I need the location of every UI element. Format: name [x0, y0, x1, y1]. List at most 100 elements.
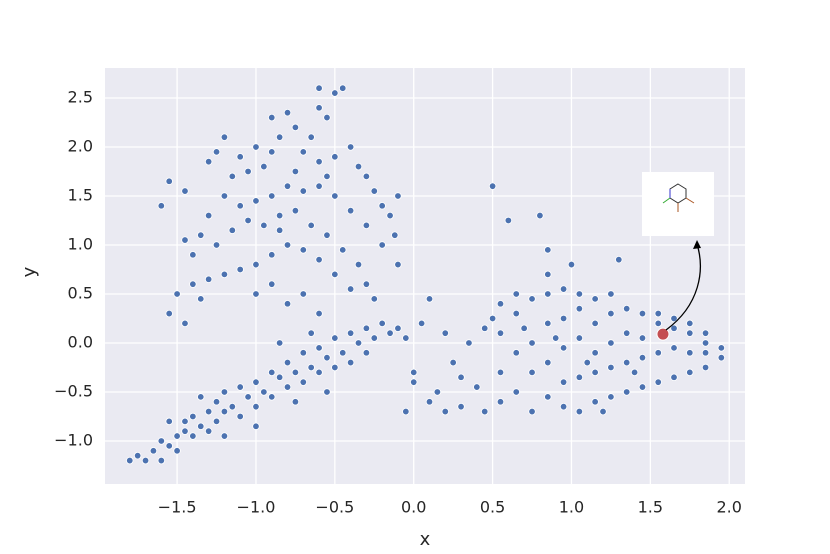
- point: [654, 378, 662, 386]
- point: [496, 300, 505, 308]
- point: [528, 368, 536, 377]
- point: [268, 148, 276, 156]
- point: [283, 358, 292, 367]
- point: [638, 383, 647, 391]
- point: [331, 363, 339, 372]
- point: [204, 157, 213, 166]
- point: [212, 241, 221, 249]
- point: [165, 442, 173, 450]
- point: [496, 398, 505, 406]
- point: [686, 319, 694, 328]
- point: [670, 373, 678, 381]
- point: [686, 368, 694, 377]
- point: [204, 211, 213, 220]
- point: [133, 451, 142, 460]
- annotation: [642, 172, 714, 331]
- point: [268, 113, 276, 122]
- point: [449, 358, 457, 367]
- point: [228, 226, 237, 234]
- point: [291, 167, 300, 176]
- point: [346, 285, 355, 293]
- point: [260, 221, 268, 230]
- point: [291, 398, 300, 406]
- point: [204, 407, 213, 416]
- point: [481, 407, 489, 416]
- point: [299, 349, 307, 357]
- point: [670, 324, 678, 332]
- point: [323, 388, 331, 396]
- point: [607, 363, 615, 372]
- point: [181, 417, 189, 426]
- point: [315, 104, 323, 112]
- point: [362, 221, 371, 230]
- point: [197, 295, 205, 303]
- point: [173, 447, 181, 455]
- point: [559, 344, 568, 352]
- point: [315, 309, 323, 318]
- point: [268, 192, 276, 200]
- point: [331, 270, 339, 279]
- point: [346, 358, 355, 367]
- point: [410, 378, 418, 386]
- point: [559, 402, 568, 411]
- point: [575, 373, 584, 381]
- point: [607, 393, 615, 401]
- point: [315, 344, 323, 352]
- point: [149, 447, 158, 455]
- point: [252, 378, 260, 386]
- point: [315, 182, 323, 190]
- plot-area: [105, 68, 745, 484]
- x-tick-label: 0.0: [401, 498, 426, 517]
- x-tick-label: 1.0: [559, 498, 584, 517]
- point: [378, 241, 386, 249]
- point: [575, 407, 584, 416]
- point: [331, 89, 339, 97]
- point: [591, 398, 599, 406]
- point: [291, 123, 300, 132]
- point: [410, 368, 418, 377]
- point: [654, 349, 662, 357]
- point: [686, 349, 694, 357]
- point: [622, 304, 631, 313]
- point: [331, 153, 339, 161]
- point: [638, 353, 647, 362]
- point: [236, 383, 244, 391]
- point: [189, 432, 197, 440]
- point: [591, 295, 599, 303]
- point: [488, 182, 497, 190]
- point: [307, 133, 315, 141]
- point: [504, 216, 513, 225]
- point: [157, 456, 166, 465]
- point: [354, 260, 363, 269]
- point: [654, 309, 662, 318]
- point: [386, 211, 394, 220]
- point: [362, 280, 371, 288]
- point: [212, 398, 221, 406]
- point: [391, 231, 399, 239]
- point: [268, 280, 276, 288]
- point: [528, 407, 536, 416]
- point: [575, 290, 584, 298]
- point: [291, 368, 300, 377]
- point: [141, 456, 150, 465]
- point: [354, 162, 363, 171]
- point: [315, 368, 323, 377]
- point: [544, 270, 552, 279]
- point: [220, 407, 229, 416]
- point: [591, 349, 599, 357]
- point: [291, 206, 300, 215]
- point: [346, 329, 355, 337]
- point: [488, 314, 497, 323]
- point: [402, 334, 410, 342]
- point: [638, 334, 647, 342]
- molecule: [662, 183, 695, 212]
- point: [157, 437, 166, 445]
- point: [717, 353, 726, 362]
- point: [307, 363, 315, 372]
- point: [323, 113, 331, 122]
- point: [402, 407, 410, 416]
- point: [197, 393, 205, 401]
- x-axis-label: x: [420, 529, 431, 550]
- x-tick-label: 0.5: [480, 498, 505, 517]
